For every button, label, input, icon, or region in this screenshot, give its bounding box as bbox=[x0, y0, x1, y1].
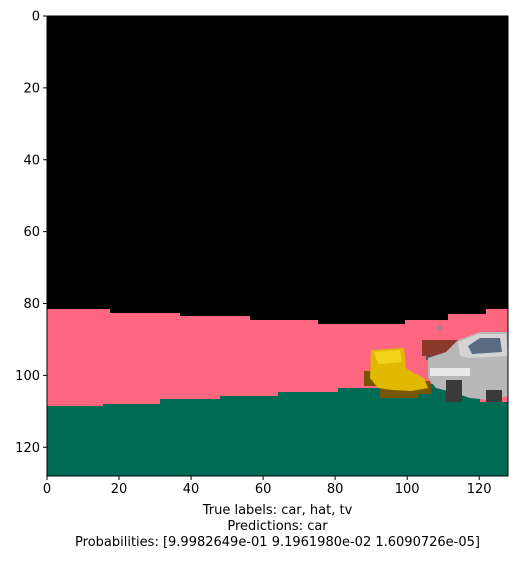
car-wheel-front bbox=[446, 380, 462, 402]
x-tick-label: 0 bbox=[43, 482, 51, 497]
car-wheel-rear bbox=[486, 390, 502, 402]
caption-probabilities: Probabilities: [9.9982649e-01 9.1961980e… bbox=[75, 535, 480, 550]
hat-object bbox=[364, 348, 432, 398]
x-axis-ticks: 0 20 40 60 80 100 120 bbox=[43, 476, 492, 497]
y-tick-label: 40 bbox=[23, 153, 40, 168]
x-tick-label: 120 bbox=[467, 482, 492, 497]
caption-true-labels: True labels: car, hat, tv bbox=[202, 503, 353, 518]
y-tick-label: 0 bbox=[32, 10, 40, 25]
x-tick-label: 20 bbox=[111, 482, 128, 497]
car-object bbox=[422, 326, 508, 402]
y-tick-label: 80 bbox=[23, 297, 40, 312]
car-window bbox=[468, 338, 502, 354]
axes-frame bbox=[46, 15, 509, 477]
y-axis-ticks: 0 20 40 60 80 100 120 bbox=[15, 10, 47, 456]
green-floor-region bbox=[47, 384, 508, 476]
x-tick-label: 100 bbox=[395, 482, 420, 497]
car-antenna-dot bbox=[438, 326, 442, 330]
x-tick-label: 60 bbox=[255, 482, 272, 497]
y-tick-label: 120 bbox=[15, 441, 40, 456]
hat-highlight bbox=[374, 350, 402, 364]
x-tick-label: 40 bbox=[183, 482, 200, 497]
y-tick-label: 20 bbox=[23, 81, 40, 96]
y-tick-label: 60 bbox=[23, 225, 40, 240]
caption-predictions: Predictions: car bbox=[227, 519, 328, 534]
image-plot-area bbox=[47, 16, 508, 476]
car-bumper bbox=[430, 368, 470, 376]
y-tick-label: 100 bbox=[15, 369, 40, 384]
x-tick-label: 80 bbox=[327, 482, 344, 497]
